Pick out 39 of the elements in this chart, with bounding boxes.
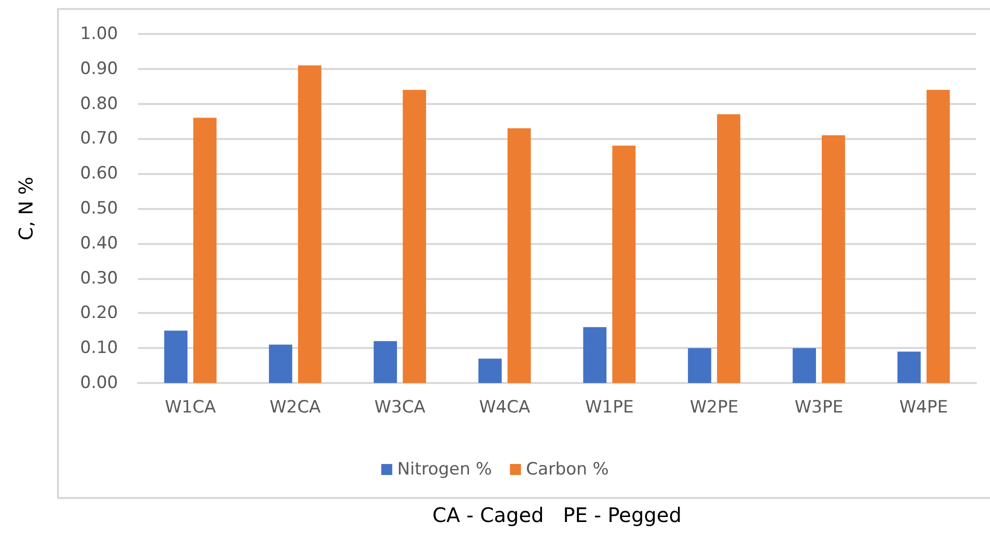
bar — [822, 135, 846, 383]
y-axis-title: C, N % — [16, 176, 38, 240]
y-tick-label: 0.40 — [80, 233, 118, 254]
x-tick-label: W4PE — [899, 398, 948, 418]
x-tick-label: W1CA — [164, 398, 216, 418]
bar — [268, 344, 292, 383]
bar — [193, 118, 217, 383]
bar — [612, 146, 636, 383]
bar — [298, 65, 322, 383]
x-tick-label: W1PE — [585, 398, 634, 418]
bar — [688, 348, 712, 383]
bar — [717, 114, 740, 383]
y-tick-label: 0.10 — [80, 338, 118, 358]
bar — [402, 90, 426, 383]
y-tick-label: 0.60 — [80, 164, 118, 184]
x-tick-label: W2PE — [690, 398, 738, 418]
y-tick-label: 0.30 — [80, 268, 118, 288]
bar — [926, 90, 950, 383]
y-tick-label: 1.00 — [80, 24, 118, 44]
bar — [897, 352, 921, 383]
bar — [508, 128, 531, 383]
y-tick-label: 0.20 — [80, 303, 118, 324]
bar — [792, 348, 816, 383]
legend-label: Carbon % — [526, 460, 609, 480]
x-axis-title: CA - Caged PE - Pegged — [432, 503, 682, 527]
bar — [583, 327, 606, 383]
y-tick-label: 0.50 — [80, 198, 118, 218]
legend-label: Nitrogen % — [397, 460, 492, 480]
x-tick-label: W3CA — [374, 398, 426, 418]
y-tick-label: 0.00 — [80, 373, 118, 393]
x-tick-label: W2CA — [270, 398, 322, 418]
bar — [164, 330, 188, 383]
y-tick-label: 0.80 — [80, 94, 118, 114]
bar — [478, 358, 502, 383]
x-tick-label: W4CA — [479, 398, 531, 418]
y-tick-label: 0.70 — [80, 128, 118, 149]
bar — [374, 341, 397, 383]
x-tick-label: W3PE — [794, 398, 844, 418]
y-tick-label: 0.90 — [80, 58, 118, 79]
